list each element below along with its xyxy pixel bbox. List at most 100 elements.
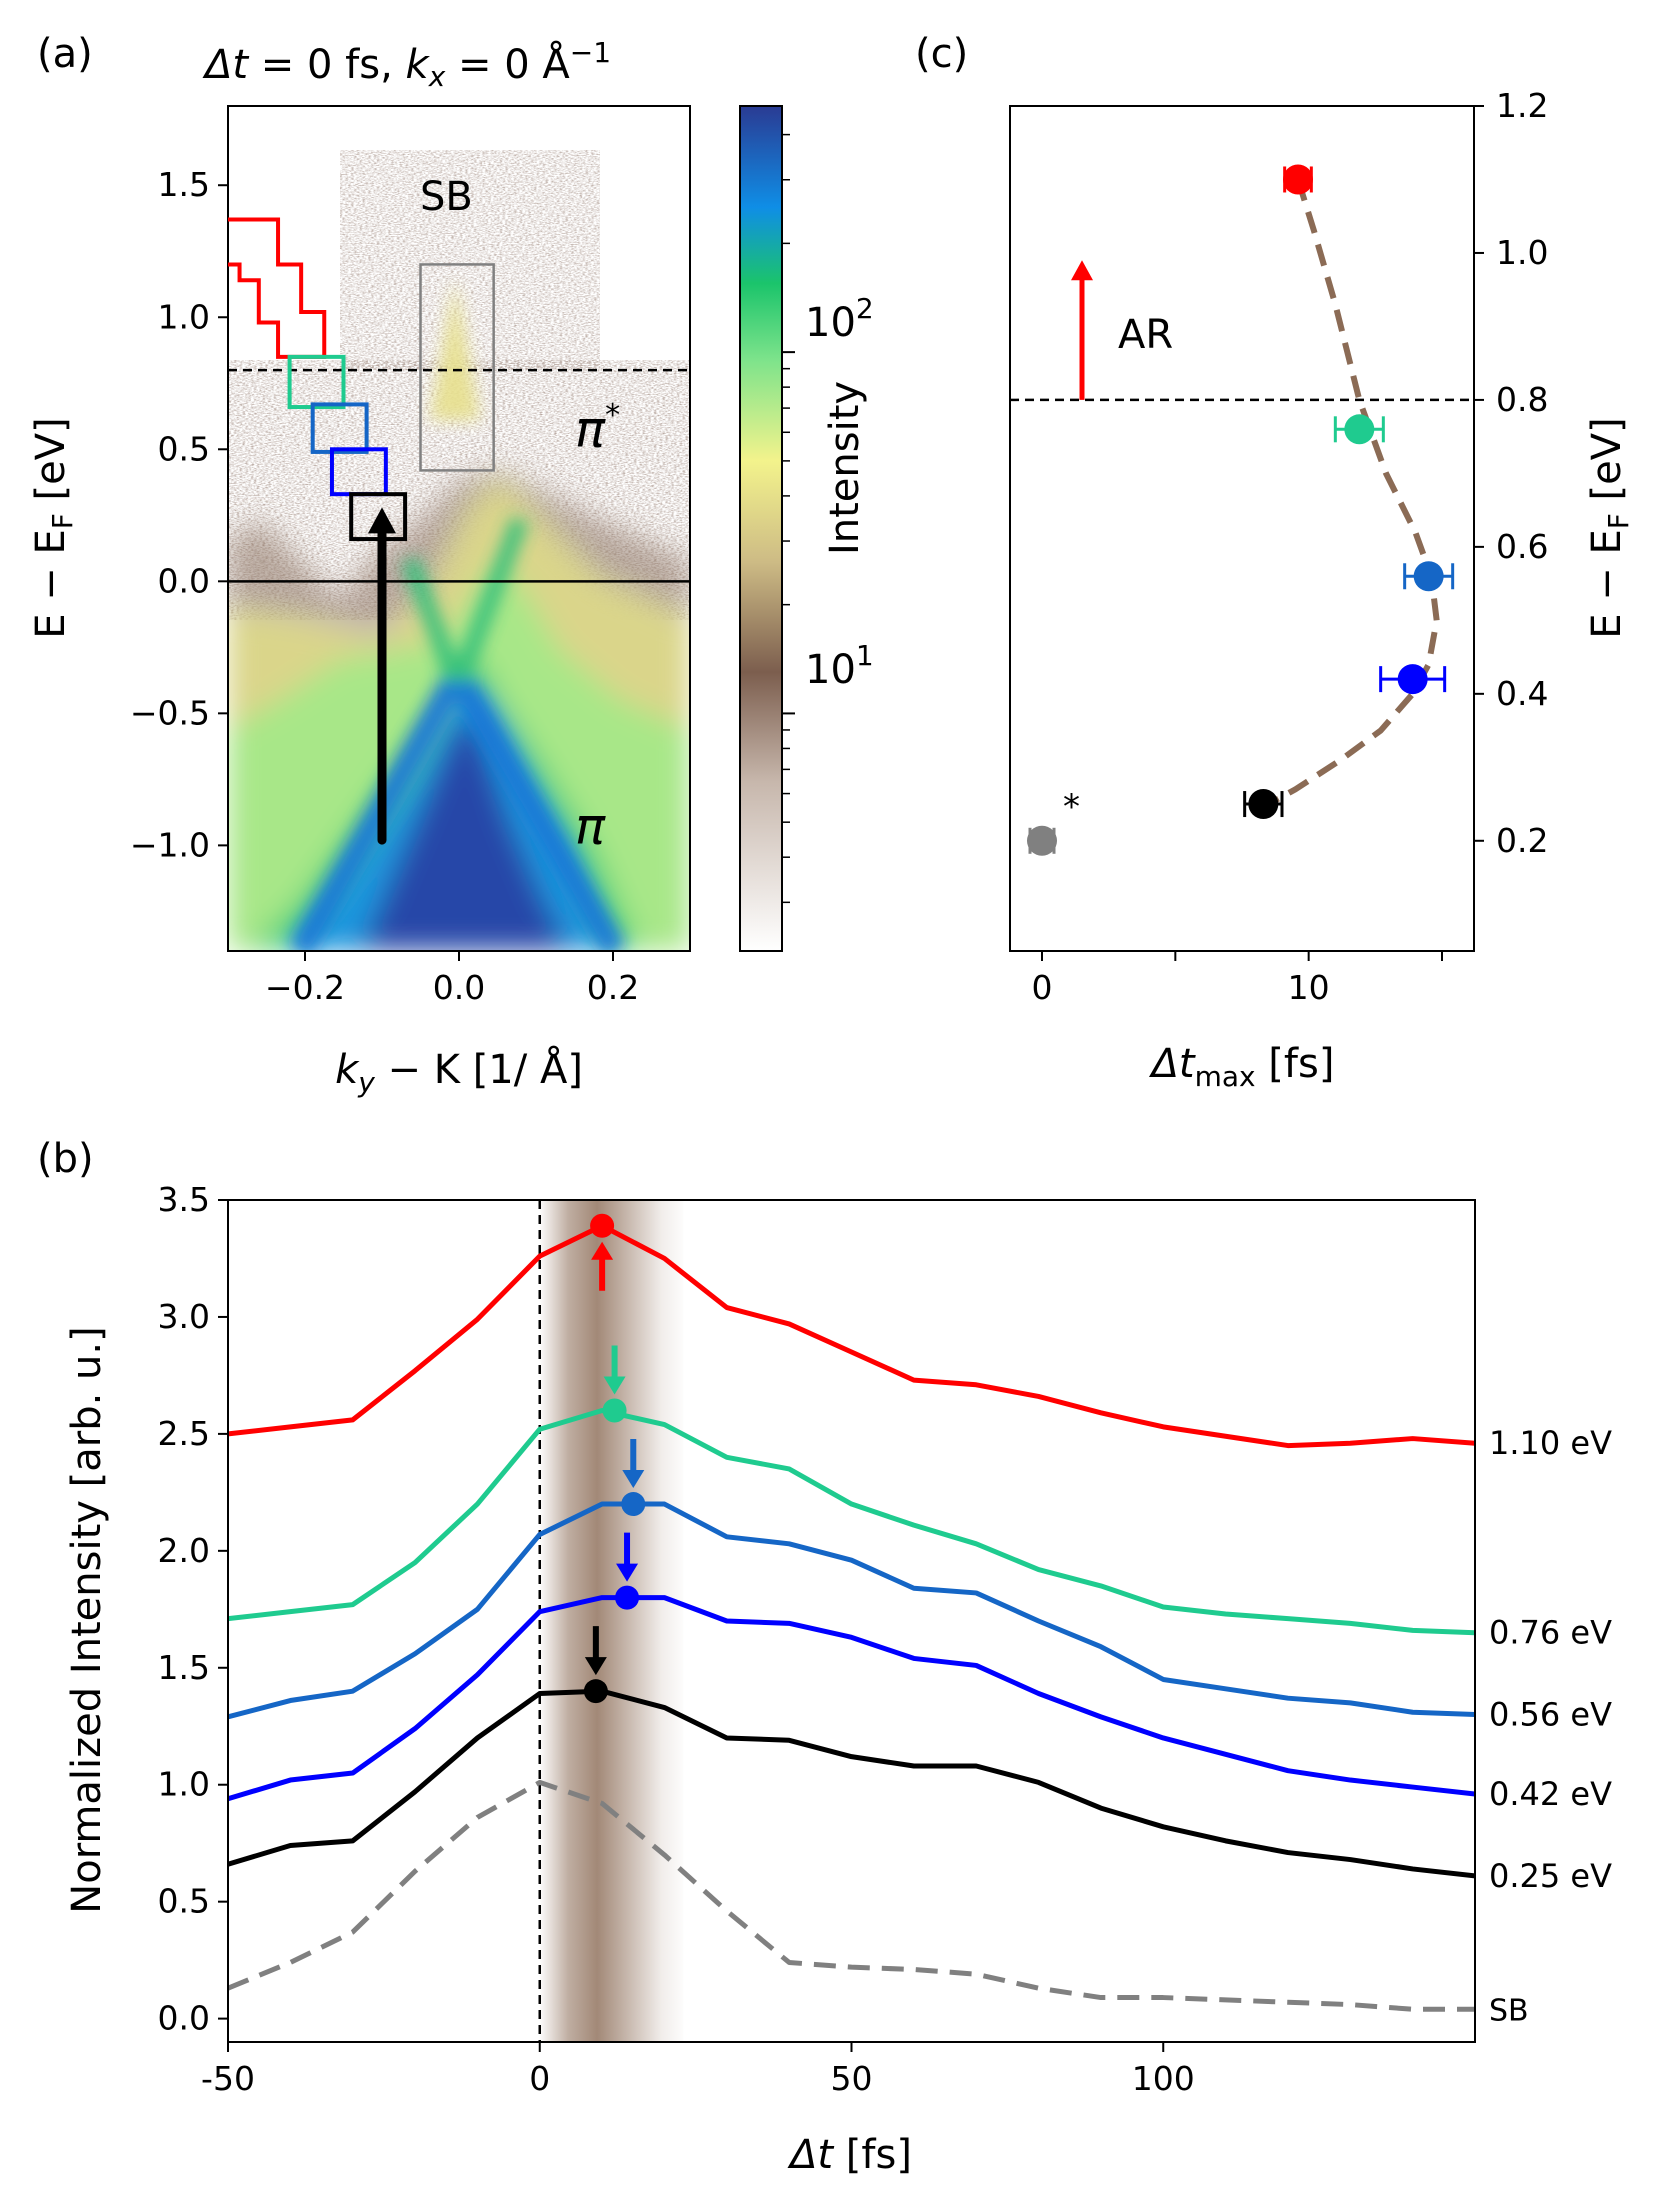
series-line — [228, 1408, 1475, 1636]
c-y-tick-label: 0.6 — [1496, 527, 1548, 566]
peak-marker — [583, 1679, 608, 1704]
panel-c: 0 10 0.2 0.4 0.6 0.8 1.0 1.2 AR * Δtmax [fs] E… — [915, 31, 1635, 1093]
panel-a-axes: −0.2 0.0 0.2 −1.0 −0.5 0.0 0.5 1.0 1.5 — [130, 105, 691, 1007]
b-x-tick-label: 0 — [529, 2059, 550, 2098]
b-y-tick-label: 2.5 — [158, 1414, 210, 1453]
series-labels: 1.10 eV 0.76 eV 0.56 eV 0.42 eV 0.25 eV SB — [1489, 1424, 1612, 2028]
gray-star-label: * — [1063, 787, 1080, 827]
b-x-tick-label: 50 — [831, 2059, 873, 2098]
series-line — [228, 1501, 1475, 1720]
panel-a-x-ticks: −0.2 0.0 0.2 — [265, 951, 639, 1007]
series-label: SB — [1489, 1993, 1529, 2028]
cb-tick-100-base: 10 — [805, 300, 856, 346]
peak-marker — [615, 1585, 640, 1610]
panel-b-markers — [583, 1213, 646, 1704]
b-y-tick-label: 1.5 — [158, 1648, 210, 1687]
a-y-tick-label: −1.0 — [130, 825, 210, 864]
series-label: 0.56 eV — [1489, 1696, 1612, 1734]
xlabel-k: k — [335, 1047, 360, 1093]
series-line — [228, 1595, 1475, 1802]
annotation-sb: SB — [420, 174, 473, 220]
title-kx: k — [406, 42, 431, 88]
colorbar: 102 101 Intensity — [739, 105, 874, 952]
panel-c-x-label: Δtmax [fs] — [1149, 1041, 1335, 1093]
title-kx-sub: x — [428, 60, 446, 93]
colorbar-label: Intensity — [822, 381, 868, 555]
panel-c-plot — [1010, 164, 1474, 856]
xlabel-rest: − K [1/ Å] — [375, 1045, 583, 1093]
b-xlabel-dt: Δt — [787, 2132, 834, 2178]
panel-label-b: (b) — [37, 1136, 94, 1182]
a-y-tick-label: 0.0 — [158, 561, 210, 600]
series-label: 0.76 eV — [1489, 1614, 1612, 1652]
colorbar-minor-ticks — [782, 133, 795, 904]
fit-curve — [1267, 178, 1440, 807]
a-x-tick-label: −0.2 — [265, 968, 345, 1007]
b-y-tick-label: 1.0 — [158, 1765, 210, 1804]
peak-marker — [621, 1492, 646, 1517]
b-x-tick-label: -50 — [201, 2059, 255, 2098]
panel-b-x-label: Δt [fs] — [787, 2132, 912, 2178]
series-line — [228, 1779, 1475, 2012]
pi-star-superscript: * — [605, 398, 620, 433]
panel-a: −0.2 0.0 0.2 −1.0−0.50.00.51.01.5 SB π* π … — [28, 31, 874, 1099]
colorbar-gradient — [739, 105, 783, 952]
ar-arrow-head — [1071, 260, 1093, 281]
panel-a-y-ticks: −1.0 −0.5 0.0 0.5 1.0 1.5 — [130, 165, 228, 864]
xlabel-k-sub: y — [357, 1066, 375, 1099]
b-y-tick-label: 3.5 — [158, 1180, 210, 1219]
energy-box — [310, 402, 369, 454]
a-x-tick-label: 0.2 — [587, 968, 639, 1007]
series-label: 1.10 eV — [1489, 1424, 1612, 1462]
a-y-tick-label: −0.5 — [130, 693, 210, 732]
annotation-pi: π — [575, 798, 606, 856]
ar-label: AR — [1118, 312, 1173, 358]
panel-c-frame — [1009, 105, 1475, 952]
energy-box — [419, 263, 495, 472]
c-xlabel-sub: max — [1195, 1060, 1256, 1093]
data-point — [1283, 164, 1313, 195]
energy-box — [287, 354, 346, 410]
ylabel-c-unit: [eV] — [1584, 417, 1630, 513]
panel-b-plot — [228, 1200, 1475, 2042]
series-label: 0.25 eV — [1489, 1857, 1612, 1895]
panel-a-overlay — [228, 217, 690, 845]
panel-label-c: (c) — [915, 31, 968, 77]
peak-arrow-head — [584, 1657, 607, 1676]
series-line — [228, 1688, 1475, 1879]
ylabel-c-main: E − E — [1584, 529, 1630, 639]
cb-tick-100-exp: 2 — [856, 292, 874, 325]
cb-tick-10-exp: 1 — [856, 639, 874, 672]
b-x-tick-label: 100 — [1132, 2059, 1195, 2098]
b-xlabel-unit: [fs] — [833, 2132, 912, 2178]
c-xlabel-dt: Δt — [1149, 1041, 1196, 1087]
panel-a-x-label: ky − K [1/ Å] — [335, 1045, 583, 1099]
panel-c-y-ticks: 0.2 0.4 0.6 0.8 1.0 1.2 — [1474, 86, 1548, 860]
colorbar-tick-10: 101 — [805, 639, 874, 693]
annotation-pi-star: π* — [575, 398, 620, 459]
series-line — [228, 1223, 1475, 1449]
ylabel-a-unit: [eV] — [28, 417, 74, 513]
c-x-tick-label: 0 — [1032, 968, 1053, 1007]
b-y-tick-label: 0.5 — [158, 1882, 210, 1921]
pump-band — [539, 1200, 684, 2042]
peak-arrow-head — [616, 1563, 639, 1582]
title-dt-value: = 0 fs, — [248, 42, 405, 88]
c-y-tick-label: 1.0 — [1496, 233, 1548, 272]
a-x-tick-label: 0.0 — [433, 968, 485, 1007]
ylabel-c-sub: F — [1602, 513, 1635, 529]
c-y-tick-label: 0.4 — [1496, 674, 1548, 713]
cb-tick-10-base: 10 — [805, 647, 856, 693]
c-y-tick-label: 0.8 — [1496, 380, 1548, 419]
a-y-tick-label: 1.0 — [158, 297, 210, 336]
c-xlabel-unit: [fs] — [1256, 1041, 1335, 1087]
panel-b-y-ticks: 0.0 0.5 1.0 1.5 2.0 2.5 3.0 3.5 — [158, 1180, 228, 2038]
b-y-tick-label: 0.0 — [158, 1999, 210, 2038]
colorbar-tick-100: 102 — [805, 292, 874, 346]
a-y-tick-label: 1.5 — [158, 165, 210, 204]
data-point — [1413, 561, 1444, 592]
peak-arrow-head — [591, 1241, 614, 1260]
panel-b-x-ticks: -50 0 50 100 — [201, 2042, 1195, 2098]
peak-marker — [602, 1398, 627, 1423]
